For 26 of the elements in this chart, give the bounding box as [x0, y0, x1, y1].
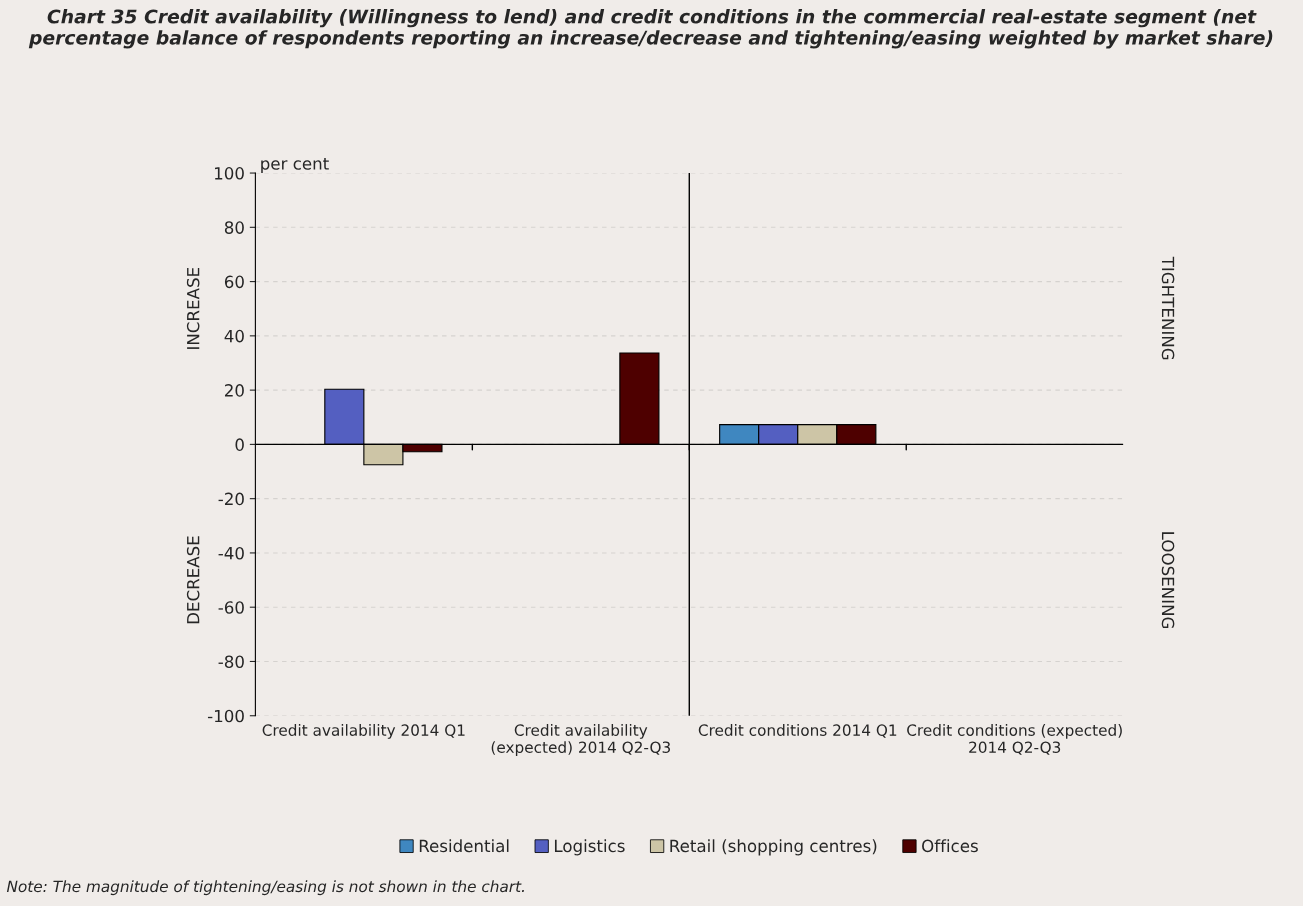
y-tick-label: -40 — [218, 546, 244, 560]
y-axis-title: per cent — [261, 157, 329, 174]
text: Note: The magnitude of tightening/easing is not shown in the chart. — [6, 880, 524, 896]
legend-label: Offices — [922, 839, 978, 853]
y-tick-label: -80 — [218, 655, 244, 669]
text: TIGHTENING — [1161, 256, 1175, 360]
x-tick-label: Credit availability (expected) 2014 Q2-Q3 — [491, 724, 670, 756]
y-tick-label: 0 — [235, 438, 244, 451]
y-tick-label: 40 — [224, 329, 244, 343]
x-tick-label: Credit conditions (expected) 2014 Q2-Q3 — [907, 724, 1122, 755]
y-tick-label: 60 — [224, 275, 244, 289]
text: LOOSENING — [1161, 532, 1175, 629]
legend-label: Logistics — [554, 839, 625, 856]
y-tick-label: -60 — [218, 601, 244, 614]
y-tick-label: 20 — [224, 384, 244, 397]
text: DECREASE — [186, 536, 200, 624]
y-tick-label: -20 — [218, 492, 244, 506]
x-tick-label: Credit availability 2014 Q1 — [262, 724, 465, 739]
text: INCREASE — [186, 267, 200, 349]
y-tick-label: 100 — [214, 167, 244, 180]
y-tick-label: 80 — [224, 221, 244, 234]
y-tick-label: -100 — [207, 709, 244, 723]
chart-title: Chart 35 Credit availability (Willingness to lend) and credit conditions in the commercial real-estate segment (net percentage balance of respondents reporting an increase/decrease and tightening/easing weighted by market share) — [28, 9, 1273, 49]
legend-label: Retail (shopping centres) — [670, 839, 877, 856]
x-tick-label: Credit conditions 2014 Q1 — [698, 724, 897, 738]
legend-label: Residential — [419, 839, 509, 853]
